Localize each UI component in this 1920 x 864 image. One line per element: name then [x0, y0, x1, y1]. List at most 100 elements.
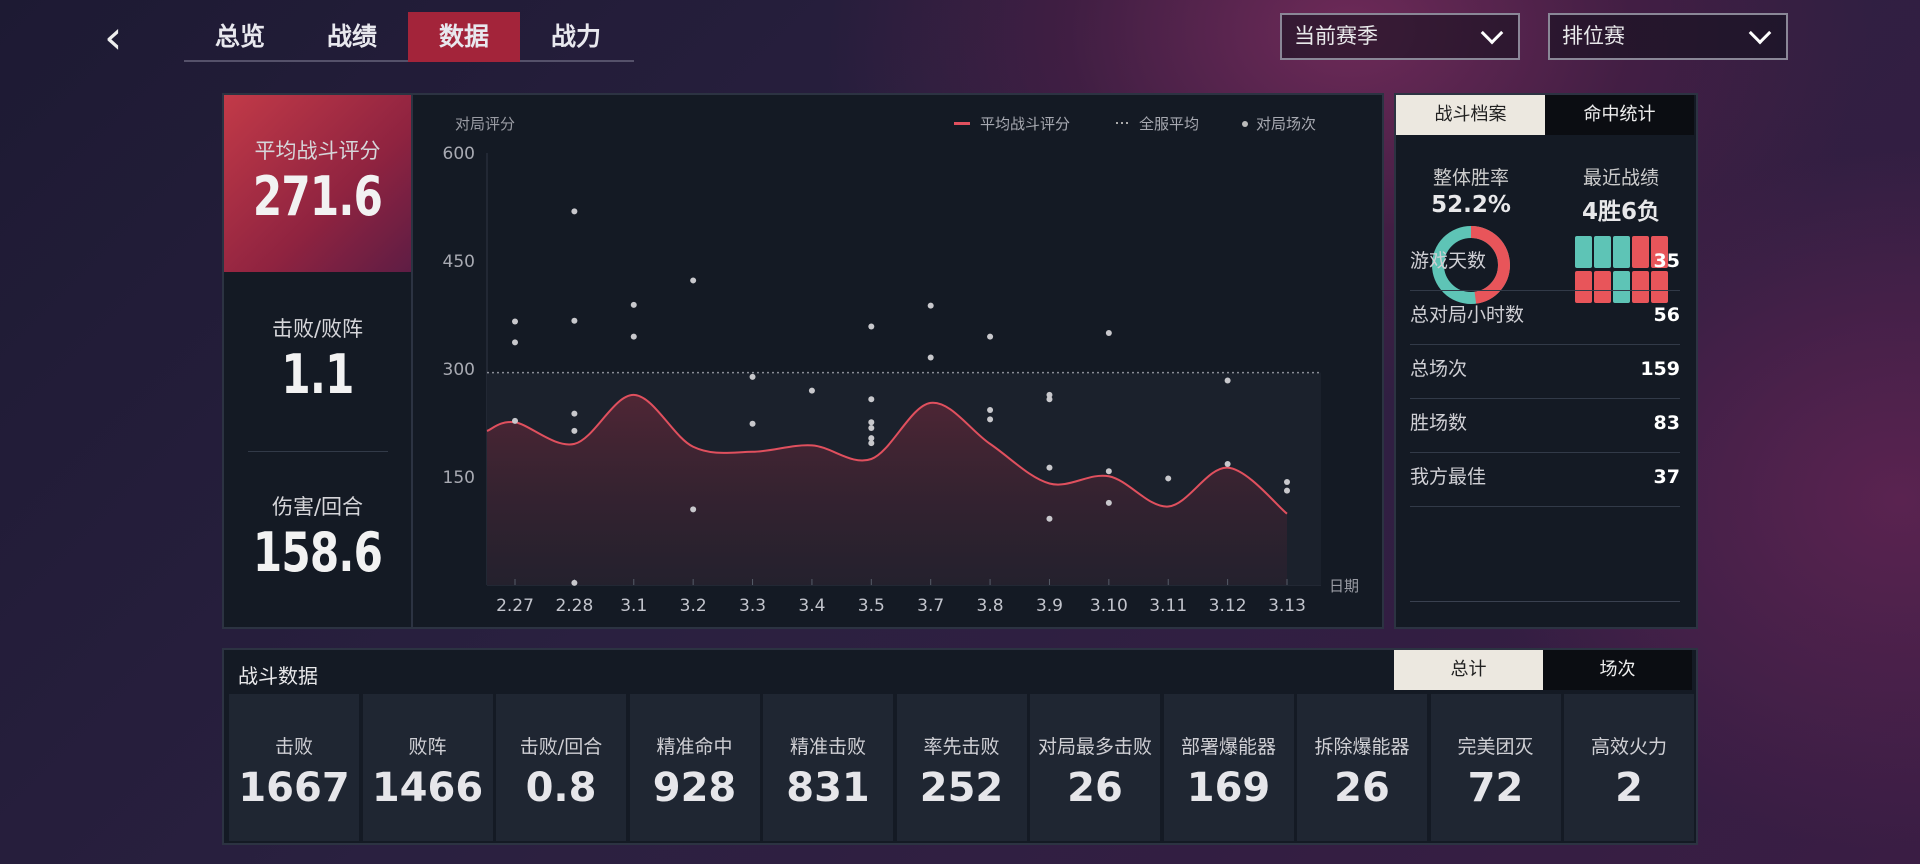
tab-hit-stats[interactable]: 命中统计	[1545, 95, 1694, 135]
combat-stat-card: 败阵 1466	[362, 694, 493, 841]
recent-loss	[1574, 271, 1592, 303]
mode-value: 排位赛	[1562, 24, 1625, 48]
match-point	[690, 506, 697, 513]
winrate-value: 52.2%	[1431, 192, 1511, 218]
score-area	[487, 394, 1287, 585]
stat-label: 平均战斗评分	[254, 139, 381, 163]
match-point	[1165, 475, 1172, 482]
match-point	[1284, 487, 1290, 494]
tab-per-match[interactable]: 场次	[1543, 650, 1692, 690]
divider	[248, 451, 388, 452]
winrate-label: 整体胜率	[1432, 167, 1509, 189]
match-point	[868, 323, 875, 330]
match-point	[927, 302, 934, 309]
y-tick-label: 600	[443, 144, 475, 164]
tab-power[interactable]: 战力	[550, 22, 601, 51]
x-tick-label: 3.1	[620, 596, 647, 616]
match-point	[571, 208, 578, 215]
match-point	[987, 333, 994, 340]
combat-stat-card: 率先击败 252	[896, 694, 1027, 841]
recent-loss	[1631, 236, 1649, 268]
match-point	[1105, 468, 1112, 475]
score-chart: 对局评分 日期 平均战斗评分 全服平均 对局场次 150 300 450 600 2.2…	[443, 115, 1359, 616]
row-value: 35	[1653, 250, 1680, 272]
x-tick-label: 3.8	[977, 596, 1004, 616]
legend: 平均战斗评分 全服平均 对局场次	[954, 115, 1316, 133]
score-chart-panel: 对局评分 日期 平均战斗评分 全服平均 对局场次 150 300 450 600 2.2…	[413, 93, 1384, 629]
mode-dropdown[interactable]: 排位赛	[1548, 13, 1788, 60]
legend-line-swatch	[954, 122, 970, 125]
stat-label: 击败/败阵	[271, 317, 364, 341]
recent-win	[1612, 236, 1630, 268]
match-point	[1105, 499, 1112, 506]
legend-matches: 对局场次	[1256, 115, 1316, 133]
combat-stat-card: 高效火力 2	[1564, 694, 1694, 841]
tab-overview[interactable]: 总览	[214, 22, 265, 51]
match-point	[808, 387, 815, 394]
kd-card[interactable]: 击败/败阵 1.1	[224, 313, 411, 406]
avg-score-card[interactable]: 平均战斗评分 271.6	[224, 95, 411, 272]
match-point	[690, 277, 697, 284]
damage-card[interactable]: 伤害/回合 158.6	[224, 491, 411, 584]
recent-loss	[1631, 271, 1649, 303]
recent-loss	[1593, 271, 1611, 303]
match-point	[868, 425, 875, 432]
stat-value: 252	[919, 765, 1004, 811]
recent-results-grid	[1574, 236, 1668, 303]
stat-label: 拆除爆能器	[1314, 736, 1410, 758]
recent-value: 4胜6负	[1581, 199, 1660, 225]
match-point	[927, 354, 934, 361]
winrate-donut	[1432, 226, 1510, 304]
x-tick-label: 3.3	[739, 596, 766, 616]
row-label: 我方最佳	[1410, 466, 1487, 488]
combat-data-panel: 战斗数据 总计 场次 击败 1667 败阵 1466 击败/回合 0.8 精准命中 928 精准…	[222, 648, 1698, 845]
stat-label: 高效火力	[1590, 736, 1667, 758]
x-tick-label: 3.10	[1090, 596, 1128, 616]
combat-stat-card: 击败 1667	[229, 694, 359, 841]
x-tick-label: 3.12	[1209, 596, 1247, 616]
stat-value: 0.8	[525, 765, 597, 811]
y-tick-label: 150	[443, 468, 475, 488]
match-point	[868, 435, 875, 442]
match-point	[749, 420, 756, 427]
match-point	[987, 407, 994, 414]
combat-stat-card: 对局最多击败 26	[1030, 694, 1160, 841]
tab-data[interactable]: 数据	[408, 12, 520, 62]
summary-panel: 平均战斗评分 271.6 击败/败阵 1.1 伤害/回合 158.6	[222, 93, 413, 629]
row-label: 胜场数	[1410, 412, 1468, 434]
stat-label: 精准命中	[656, 736, 733, 758]
tab-combat-profile[interactable]: 战斗档案	[1396, 95, 1545, 135]
combat-stat-card: 击败/回合 0.8	[496, 694, 626, 841]
back-button[interactable]: ‹	[104, 14, 154, 64]
stat-label: 率先击败	[923, 736, 1000, 758]
recent-loss	[1650, 271, 1668, 303]
profile-row: 总对局小时数 56	[1410, 291, 1680, 345]
match-point	[630, 333, 637, 340]
avg-score-line	[486, 393, 1288, 515]
donut-loss-arc	[1432, 226, 1510, 304]
x-tick-label: 2.27	[496, 596, 534, 616]
tab-total[interactable]: 总计	[1394, 650, 1543, 690]
recent-label: 最近战绩	[1582, 167, 1659, 189]
match-point	[512, 318, 518, 325]
profile-row: 总场次 159	[1410, 345, 1680, 399]
profile-panel: 战斗档案 命中统计 整体胜率 52.2% 最近战绩 4胜6负 游戏天数 35 总对局…	[1394, 93, 1698, 629]
recent-win	[1612, 271, 1630, 303]
x-tick-label: 3.2	[680, 596, 707, 616]
combat-stat-card: 精准命中 928	[629, 694, 760, 841]
profile-row: 胜场数 83	[1410, 399, 1680, 453]
match-point	[571, 317, 578, 324]
season-dropdown[interactable]: 当前赛季	[1280, 13, 1520, 60]
stat-value: 831	[786, 765, 870, 811]
row-value: 37	[1653, 466, 1680, 488]
stat-label: 击败/回合	[519, 736, 603, 758]
match-point	[749, 373, 756, 380]
match-point	[1284, 479, 1290, 486]
tab-record[interactable]: 战绩	[326, 22, 377, 51]
stat-value: 26	[1334, 765, 1390, 811]
chevron-left-icon: ‹	[104, 10, 123, 64]
stat-label: 精准击败	[789, 736, 866, 758]
stat-value: 2	[1615, 765, 1643, 811]
match-point	[1105, 330, 1112, 336]
stat-label: 对局最多击败	[1037, 736, 1152, 758]
